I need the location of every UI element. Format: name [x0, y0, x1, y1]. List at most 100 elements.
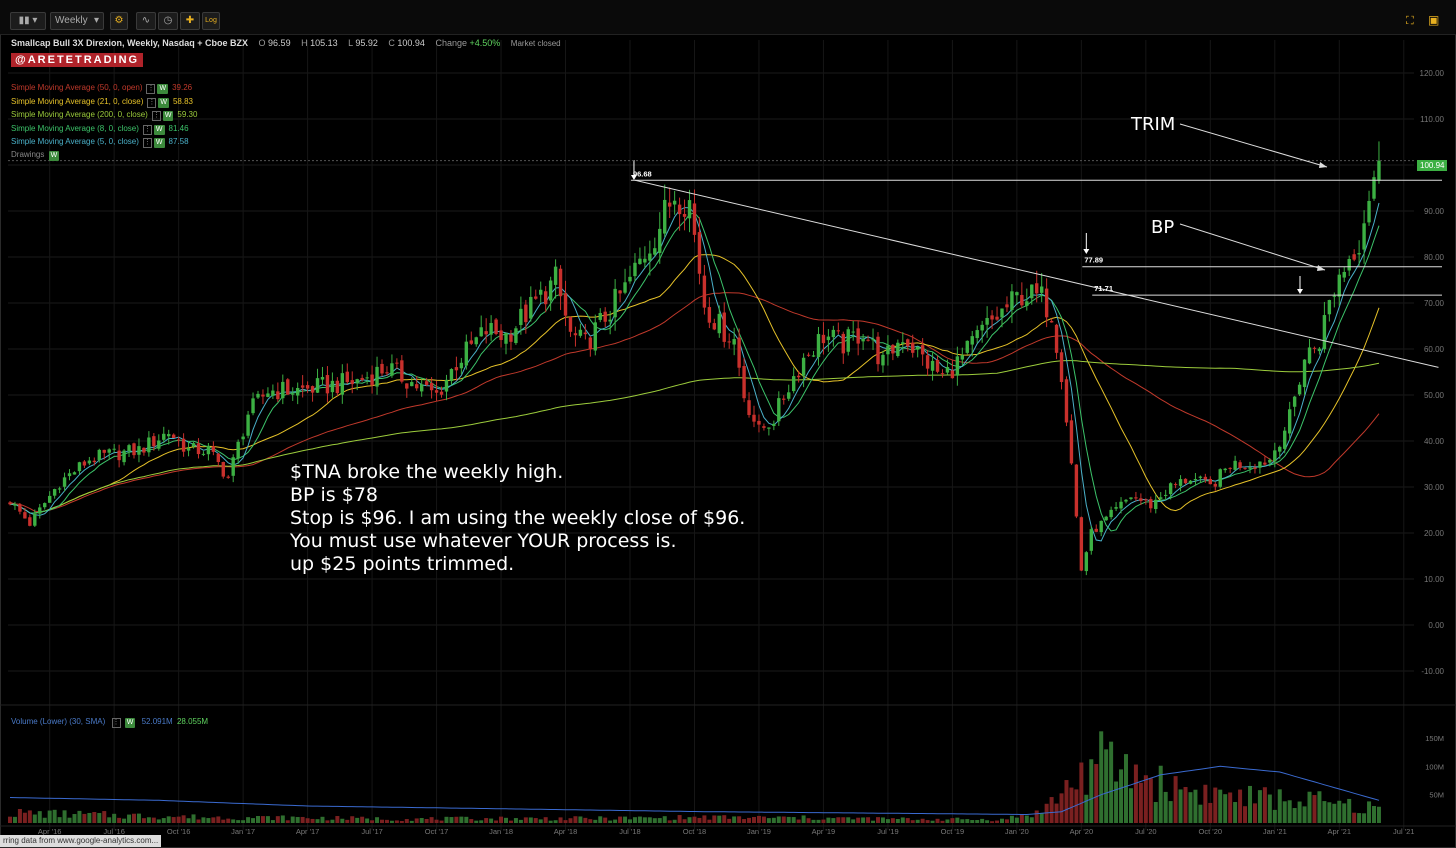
candle-body [1312, 347, 1317, 349]
volume-bar [399, 820, 404, 823]
note-line-4: You must use whatever YOUR process is. [290, 530, 677, 552]
volume-bar [618, 816, 623, 823]
candle-body [1089, 529, 1093, 551]
y-tick-label: 80.00 [1424, 253, 1445, 262]
candle-body [568, 316, 573, 332]
marker-arrowhead [1297, 289, 1303, 294]
volume-legend[interactable]: Volume (Lower) (30, SMA) ⋮ W 52.091M 28.… [11, 717, 208, 728]
volume-bar [702, 815, 707, 823]
drawings-visibility-badge[interactable]: W [48, 151, 60, 161]
volume-bar [935, 818, 940, 823]
volume-bar [494, 820, 499, 823]
candle-body [1273, 450, 1277, 462]
volume-bar [350, 816, 355, 823]
indicator-row[interactable]: Simple Moving Average (8, 0, close) ⋮ W 81.… [11, 124, 189, 135]
history-button[interactable]: ◷ [158, 12, 178, 30]
candle-body [1367, 200, 1371, 223]
candle-body [499, 330, 503, 340]
indicator-visibility-badge[interactable]: W [153, 124, 165, 135]
candle-body [102, 449, 106, 453]
candle-body [598, 313, 602, 320]
indicator-row[interactable]: Simple Moving Average (21, 0, close) ⋮ W 58… [11, 97, 193, 108]
indicator-visibility-badge[interactable]: W [162, 111, 174, 122]
indicator-menu-icon[interactable]: ⋮ [142, 124, 152, 135]
volume-bar [866, 817, 871, 823]
candle-body [732, 339, 736, 345]
candle-body [1317, 348, 1322, 352]
volume-bar [166, 816, 171, 823]
volume-bar [82, 813, 87, 823]
camera-icon[interactable]: ▣ [1428, 13, 1440, 27]
x-tick-label: Jul '16 [103, 827, 124, 836]
log-scale-button[interactable]: Log [202, 12, 220, 30]
candle-body [563, 293, 568, 316]
indicators-button[interactable]: ∿ [136, 12, 156, 30]
crosshair-button[interactable]: ✚ [180, 12, 200, 30]
volume-bar [1282, 801, 1287, 823]
x-tick-label: Jul '21 [1393, 827, 1414, 836]
indicator-visibility-badge[interactable]: W [158, 97, 169, 108]
candle-body [940, 373, 945, 375]
x-tick-label: Apr '21 [1328, 827, 1352, 836]
volume-bar [300, 816, 305, 823]
candle-body [1302, 359, 1307, 388]
volume-bar [1089, 759, 1094, 823]
last-price-tag: 100.94 [1417, 160, 1448, 171]
x-tick-label: Oct '19 [941, 827, 965, 836]
indicator-menu-icon[interactable]: ⋮ [151, 111, 161, 122]
candle-body [653, 248, 657, 255]
fullscreen-icon[interactable]: ⛶ [1406, 15, 1414, 27]
candle-body [1069, 420, 1074, 464]
indicator-visibility-badge[interactable]: W [157, 84, 169, 94]
volume-bar [489, 818, 494, 823]
volume-bar [345, 819, 350, 823]
drawings-row[interactable]: Drawings W [11, 150, 60, 161]
indicator-row[interactable]: Simple Moving Average (200, 0, close) ⋮ W 5… [11, 110, 197, 122]
volume-bar [910, 820, 915, 823]
volume-bar [464, 816, 469, 823]
candles-icon: ▮▮ ▾ [18, 15, 38, 26]
x-tick-label: Jul '20 [1135, 827, 1156, 836]
settings-button[interactable]: ⚙ [110, 12, 128, 30]
volume-bar [1193, 789, 1198, 823]
bp-pointer [1179, 223, 1326, 271]
indicator-row[interactable]: Simple Moving Average (5, 0, close) ⋮ W 87.… [11, 137, 189, 149]
volume-bar [1262, 787, 1267, 823]
volume-bar [1173, 776, 1178, 823]
indicator-visibility-badge[interactable]: W [153, 138, 165, 149]
chart-type-button[interactable]: ▮▮ ▾ [10, 12, 46, 30]
candle-body [23, 512, 27, 519]
volume-bar [647, 817, 652, 823]
candle-body [762, 426, 766, 428]
volume-bar [508, 820, 513, 823]
low-value: 95.92 [355, 38, 378, 48]
volume-bar [955, 817, 960, 823]
indicator-menu-icon[interactable]: ⋮ [147, 97, 157, 108]
volume-bar [1327, 802, 1332, 823]
volume-visibility-badge[interactable]: W [124, 718, 136, 728]
volume-tick-label: 50M [1429, 791, 1444, 800]
toolbar: ▮▮ ▾ Weekly ▾ ⚙ ∿ ◷ ✚ Log ⛶ ▣ [0, 0, 1456, 35]
volume-bar [22, 812, 27, 823]
volume-menu-icon[interactable]: ⋮ [111, 718, 121, 728]
volume-bar [256, 816, 260, 823]
indicator-menu-icon[interactable]: ⋮ [142, 138, 152, 149]
candle-body [1094, 528, 1098, 532]
candle-body [1228, 467, 1232, 469]
candle-body [1253, 467, 1257, 469]
candle-body [281, 381, 285, 399]
candle-body [236, 441, 240, 459]
candle-body [1030, 284, 1034, 299]
candle-body [583, 332, 588, 335]
interval-select[interactable]: Weekly ▾ [50, 12, 104, 30]
trim-label: TRIM [1131, 114, 1176, 135]
indicator-row[interactable]: Simple Moving Average (50, 0, open) ⋮ W 39.… [11, 83, 192, 94]
volume-bar [1114, 781, 1119, 823]
volume-bar [662, 816, 667, 823]
indicator-menu-icon[interactable]: ⋮ [146, 84, 156, 94]
volume-bar [925, 820, 930, 823]
volume-bar [37, 811, 42, 823]
candle-body [1322, 315, 1327, 350]
brand-badge: @ARETETRADING [11, 53, 144, 67]
